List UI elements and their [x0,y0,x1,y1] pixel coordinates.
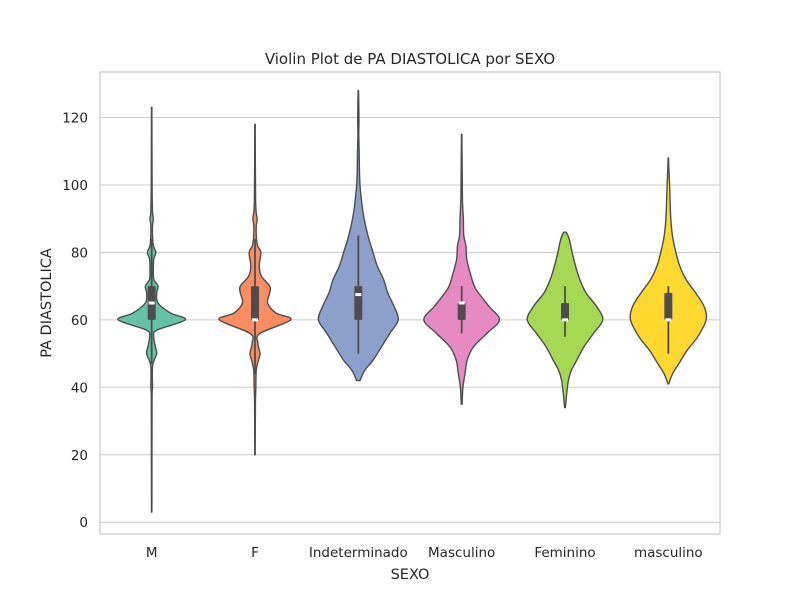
violin-iqr-box [251,286,259,320]
violin-iqr-box [561,303,569,320]
grid-lines [100,117,720,523]
y-tick-label: 100 [62,178,88,194]
violin-median-marker [355,293,362,297]
violin-f [218,123,292,456]
violin-feminino [526,231,604,409]
violin-median-marker [665,318,672,322]
violin-indeterminado [317,89,400,382]
x-tick-label: Masculino [428,545,495,561]
violin-body [629,157,708,385]
violin-masculino [629,157,708,385]
x-tick-labels: M F Indeterminado Masculino Feminino masculin… [146,545,703,561]
violin-m [117,106,187,513]
y-tick-labels: 0 20 40 60 80 100 120 [62,111,88,532]
x-tick-label: M [146,545,158,561]
plot-frame [99,71,721,535]
violin-median-marker [252,318,258,322]
y-tick-label: 40 [71,380,88,396]
violin-masculino [423,133,501,405]
x-tick-label: Feminino [534,545,595,561]
y-tick-label: 60 [71,313,88,329]
violin-iqr-box [664,292,673,320]
y-tick-label: 120 [62,111,88,127]
y-tick-label: 80 [71,245,88,261]
violin-body [423,133,501,405]
violin-median-marker [148,301,155,305]
x-tick-label: F [251,545,259,561]
violin-median-marker [458,301,465,305]
violin-iqr-box [457,303,466,320]
x-tick-label: masculino [634,545,703,561]
x-axis-label: SEXO [391,567,430,583]
violin-iqr-box [354,286,363,320]
y-tick-label: 0 [79,515,88,531]
violin-median-marker [562,318,568,322]
y-tick-label: 20 [71,448,88,464]
chart-title: Violin Plot de PA DIASTOLICA por SEXO [265,50,555,68]
violins [117,89,708,513]
y-axis-label: PA DIASTOLICA [39,248,55,358]
x-tick-label: Indeterminado [309,545,408,561]
